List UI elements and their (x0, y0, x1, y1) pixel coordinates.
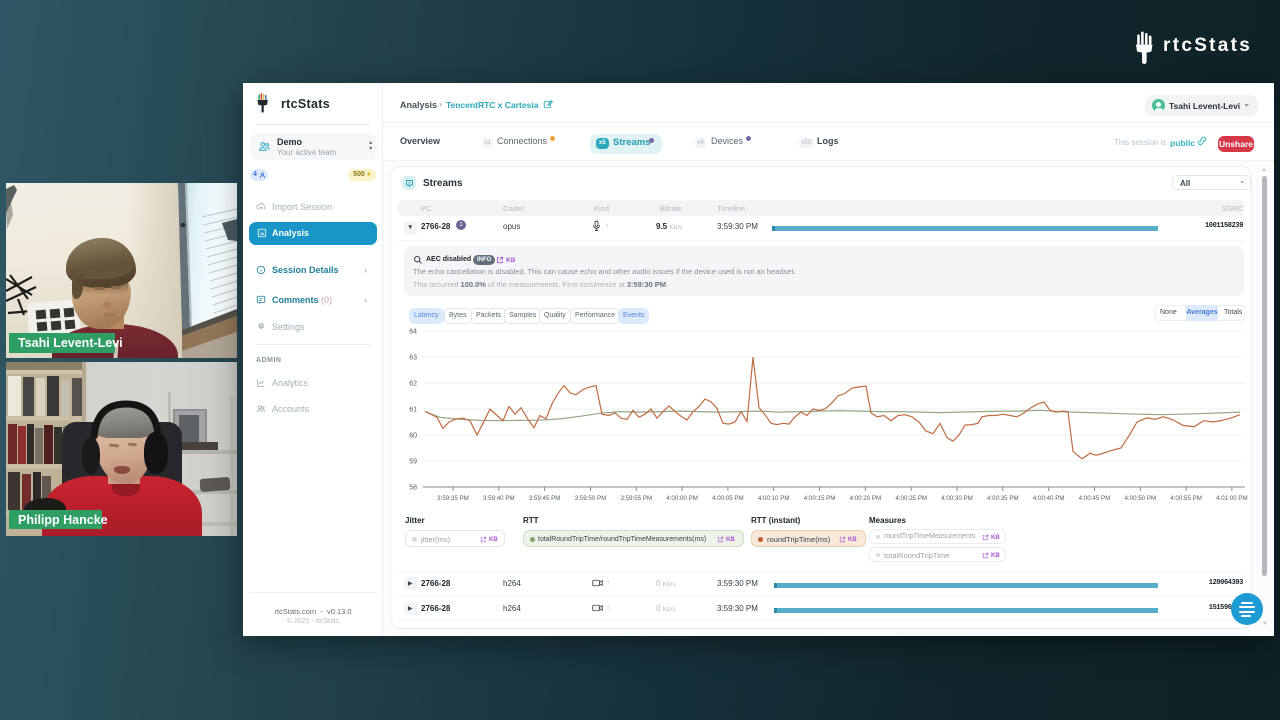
svg-text:4:00:00 PM: 4:00:00 PM (666, 495, 698, 502)
svg-text:4:00:40 PM: 4:00:40 PM (1033, 495, 1065, 502)
svg-text:4:00:10 PM: 4:00:10 PM (758, 495, 790, 502)
svg-text:61: 61 (409, 407, 417, 414)
svg-text:4:00:20 PM: 4:00:20 PM (850, 495, 882, 502)
svg-text:4:00:05 PM: 4:00:05 PM (712, 495, 744, 502)
svg-text:4:00:25 PM: 4:00:25 PM (895, 495, 927, 502)
svg-text:4:00:55 PM: 4:00:55 PM (1170, 495, 1202, 502)
svg-text:4:00:35 PM: 4:00:35 PM (987, 495, 1019, 502)
svg-text:3:59:45 PM: 3:59:45 PM (529, 495, 561, 502)
svg-text:59: 59 (409, 459, 417, 466)
svg-text:63: 63 (409, 355, 417, 362)
svg-text:4:01:00 PM: 4:01:00 PM (1216, 495, 1248, 502)
svg-text:4:00:50 PM: 4:00:50 PM (1124, 495, 1156, 502)
svg-text:4:00:15 PM: 4:00:15 PM (804, 495, 836, 502)
svg-text:58: 58 (409, 485, 417, 492)
svg-text:4:00:45 PM: 4:00:45 PM (1079, 495, 1111, 502)
svg-text:4:00:30 PM: 4:00:30 PM (941, 495, 973, 502)
svg-text:62: 62 (409, 381, 417, 388)
svg-text:3:59:35 PM: 3:59:35 PM (437, 495, 469, 502)
svg-text:60: 60 (409, 433, 417, 440)
svg-text:3:59:55 PM: 3:59:55 PM (620, 495, 652, 502)
svg-text:3:59:50 PM: 3:59:50 PM (575, 495, 607, 502)
svg-text:3:59:40 PM: 3:59:40 PM (483, 495, 515, 502)
svg-text:64: 64 (409, 329, 417, 336)
